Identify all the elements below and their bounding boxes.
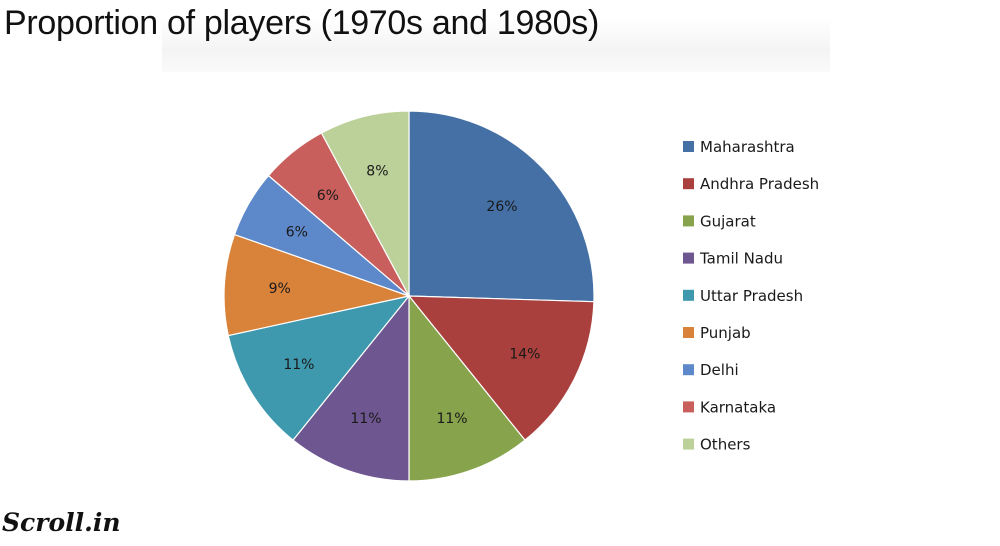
legend-label-uttar-pradesh: Uttar Pradesh	[700, 287, 803, 305]
pie-slice-maharashtra	[408, 110, 595, 303]
legend-swatch-others	[683, 438, 694, 450]
data-label-tamil-nadu: 11%	[350, 411, 381, 427]
legend-swatch-delhi	[683, 364, 694, 376]
chart-title: Proportion of players (1970s and 1980s)	[4, 4, 600, 42]
pie-data-labels: 26% 14% 11% 11% 11% 9% 6% 6% 8%	[269, 163, 541, 427]
legend-swatch-karnataka	[683, 401, 694, 413]
brand-logo: Scroll.in	[2, 508, 121, 537]
legend-swatch-punjab	[683, 327, 694, 338]
data-label-andhra-pradesh: 14%	[509, 347, 540, 363]
legend-label-andhra-pradesh: Andhra Pradesh	[700, 175, 819, 193]
data-label-karnataka: 6%	[317, 188, 339, 204]
legend-swatch-gujarat	[683, 215, 694, 227]
legend-label-others: Others	[700, 436, 751, 454]
data-label-maharashtra: 26%	[486, 199, 517, 215]
data-label-delhi: 6%	[286, 224, 308, 240]
pie-slice-gujarat	[408, 294, 526, 482]
legend-label-punjab: Punjab	[700, 324, 751, 342]
title-band	[162, 18, 830, 72]
pie-slice-others	[320, 110, 410, 297]
legend-swatch-tamil-nadu	[683, 252, 694, 264]
legend-swatch-uttar-pradesh	[683, 289, 694, 301]
legend-label-gujarat: Gujarat	[700, 212, 756, 230]
data-label-others: 8%	[366, 163, 388, 179]
data-label-punjab: 9%	[269, 281, 291, 297]
pie-slice-andhra-pradesh	[407, 295, 595, 441]
pie-slice-tamil-nadu	[292, 294, 410, 482]
pie-slice-punjab	[223, 233, 412, 337]
legend-label-maharashtra: Maharashtra	[700, 138, 795, 156]
legend-label-delhi: Delhi	[700, 361, 739, 379]
legend-label-karnataka: Karnataka	[700, 398, 776, 416]
legend-swatch-andhra-pradesh	[683, 178, 694, 190]
pie-slice-uttar-pradesh	[227, 295, 411, 441]
legend-label-tamil-nadu: Tamil Nadu	[699, 250, 783, 268]
legend-swatch-maharashtra	[683, 141, 694, 152]
data-label-gujarat: 11%	[436, 411, 467, 427]
data-label-uttar-pradesh: 11%	[283, 357, 314, 373]
chart-legend: Maharashtra Andhra Pradesh Gujarat Tamil Na…	[683, 138, 819, 454]
pie-slices	[223, 110, 595, 482]
